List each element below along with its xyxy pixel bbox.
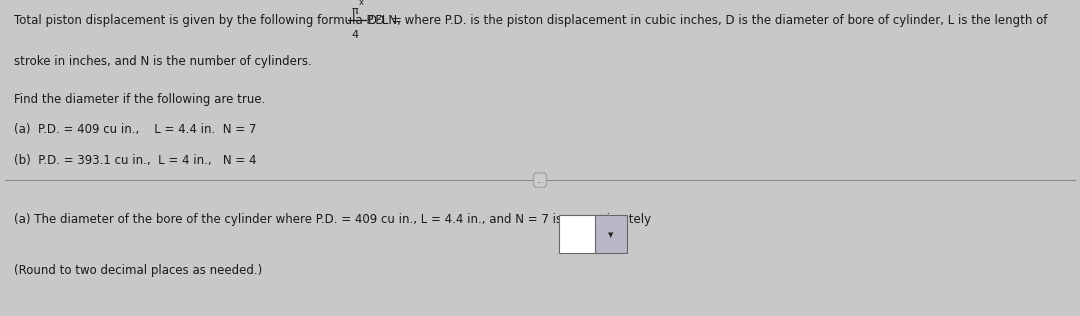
Text: Find the diameter if the following are true.: Find the diameter if the following are t… <box>14 93 266 106</box>
FancyBboxPatch shape <box>595 215 626 252</box>
Text: x: x <box>359 0 364 7</box>
Text: ...: ... <box>537 176 543 185</box>
Text: stroke in inches, and N is the number of cylinders.: stroke in inches, and N is the number of… <box>14 55 312 68</box>
Text: ▼: ▼ <box>608 232 613 238</box>
Text: (b)  P.D. = 393.1 cu in.,  L = 4 in.,   N = 4: (b) P.D. = 393.1 cu in., L = 4 in., N = … <box>14 154 256 167</box>
Text: D²LN, where P.D. is the piston displacement in cubic inches, D is the diameter o: D²LN, where P.D. is the piston displacem… <box>368 14 1048 27</box>
Text: (Round to two decimal places as needed.): (Round to two decimal places as needed.) <box>14 264 262 277</box>
Text: (a) The diameter of the bore of the cylinder where P.D. = 409 cu in., L = 4.4 in: (a) The diameter of the bore of the cyli… <box>14 213 651 226</box>
Text: Total piston displacement is given by the following formula P.D. =: Total piston displacement is given by th… <box>14 14 404 27</box>
Text: π: π <box>351 6 357 16</box>
Text: (a)  P.D. = 409 cu in.,    L = 4.4 in.  N = 7: (a) P.D. = 409 cu in., L = 4.4 in. N = 7 <box>14 124 256 137</box>
Text: 4: 4 <box>351 30 359 40</box>
FancyBboxPatch shape <box>559 215 605 252</box>
